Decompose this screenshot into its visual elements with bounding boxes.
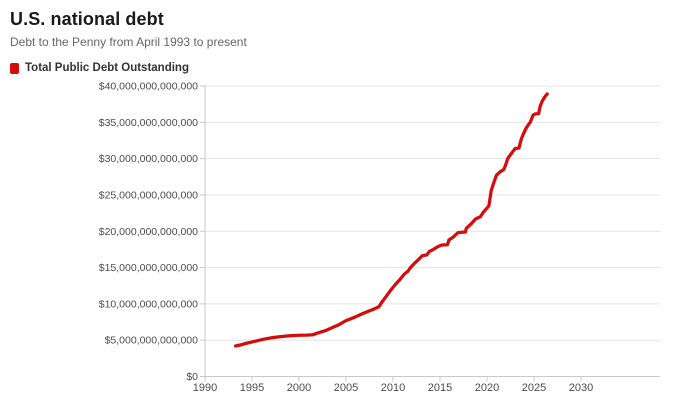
- x-axis-tick-label: 1995: [240, 382, 264, 394]
- debt-line-series[interactable]: [233, 92, 549, 348]
- x-axis-tick-label: 2025: [522, 382, 546, 394]
- y-axis-tick-label: $10,000,000,000,000: [99, 298, 198, 310]
- legend-label: Total Public Debt Outstanding: [25, 62, 189, 74]
- x-axis-tick-label: 2015: [428, 382, 452, 394]
- y-gridlines: [205, 85, 660, 341]
- x-axis-labels: 1990 1995 2000 2005 2010 2015 2020 2025 2030: [193, 382, 593, 394]
- y-axis-tick-label: $20,000,000,000,000: [99, 226, 198, 238]
- x-axis-tick-label: 2020: [475, 382, 499, 394]
- x-axis-tick-label: 2000: [287, 382, 311, 394]
- x-axis-tick-label: 1990: [193, 382, 217, 394]
- y-axis-tick-label: $0: [186, 371, 198, 383]
- y-axis-tick-label: $5,000,000,000,000: [105, 335, 199, 347]
- y-axis-labels: $0 $5,000,000,000,000 $10,000,000,000,000 $…: [99, 81, 198, 384]
- chart-header: U.S. national debt Debt to the Penny fro…: [10, 9, 247, 49]
- page-subtitle: Debt to the Penny from April 1993 to pre…: [10, 35, 247, 49]
- page-title: U.S. national debt: [10, 9, 164, 29]
- x-axis-tick-label: 2030: [569, 382, 593, 394]
- legend: Total Public Debt Outstanding: [10, 62, 189, 74]
- y-axis-tick-label: $15,000,000,000,000: [99, 262, 198, 274]
- x-tick-marks: [204, 376, 582, 382]
- y-axis-tick-label: $30,000,000,000,000: [99, 153, 198, 165]
- x-axis-tick-label: 2005: [334, 382, 358, 394]
- y-tick-marks: [200, 85, 205, 377]
- y-axis-tick-label: $40,000,000,000,000: [99, 81, 198, 93]
- x-axis-tick-label: 2010: [381, 382, 405, 394]
- legend-swatch-icon: [10, 62, 19, 74]
- y-axis-tick-label: $25,000,000,000,000: [99, 189, 198, 201]
- y-axis-tick-label: $35,000,000,000,000: [99, 117, 198, 129]
